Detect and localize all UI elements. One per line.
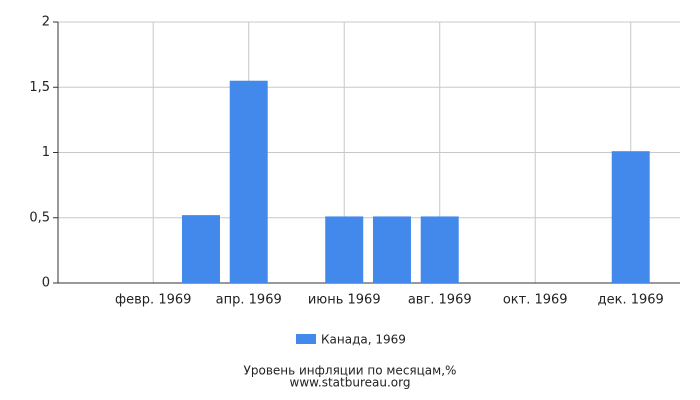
bar <box>420 216 459 283</box>
bar <box>181 215 220 283</box>
x-tick-label: окт. 1969 <box>503 293 568 308</box>
bar <box>325 216 364 283</box>
legend-swatch <box>296 334 316 344</box>
y-tick-label: 1,5 <box>29 80 50 95</box>
bar <box>372 216 411 283</box>
y-tick-label: 0,5 <box>29 210 50 225</box>
source: www.statbureau.org <box>290 376 411 390</box>
y-tick-label: 2 <box>42 15 50 30</box>
bar <box>229 80 268 283</box>
x-tick-label: февр. 1969 <box>115 293 191 308</box>
y-tick-label: 1 <box>42 145 50 160</box>
chart-title: Уровень инфляции по месяцам,% <box>244 364 457 378</box>
legend-label: Канада, 1969 <box>321 333 406 347</box>
x-tick-label: июнь 1969 <box>308 293 381 308</box>
x-tick-label: авг. 1969 <box>408 293 472 308</box>
x-tick-label: дек. 1969 <box>598 293 664 308</box>
y-tick-label: 0 <box>42 276 50 291</box>
x-tick-label: апр. 1969 <box>216 293 282 308</box>
bar <box>611 151 650 283</box>
